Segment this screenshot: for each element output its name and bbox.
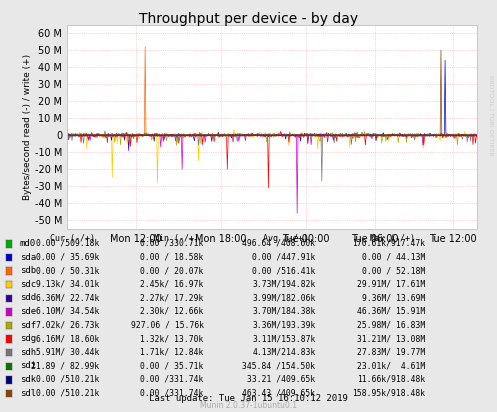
Text: sda: sda (20, 253, 36, 262)
Text: 27.83M/ 19.77M: 27.83M/ 19.77M (357, 348, 425, 357)
Text: 3.11M/153.87k: 3.11M/153.87k (252, 334, 316, 343)
Text: 6.36M/ 22.74k: 6.36M/ 22.74k (36, 293, 99, 302)
Text: 3.73M/194.82k: 3.73M/194.82k (252, 280, 316, 289)
Text: sde: sde (20, 307, 36, 316)
Text: 1.71k/ 12.84k: 1.71k/ 12.84k (140, 348, 204, 357)
Text: sdd: sdd (20, 293, 36, 302)
Text: Last update: Tue Jan 15 16:10:12 2019: Last update: Tue Jan 15 16:10:12 2019 (149, 394, 348, 403)
Text: 0.00 / 20.07k: 0.00 / 20.07k (140, 266, 204, 275)
Text: 345.84 /154.50k: 345.84 /154.50k (243, 361, 316, 370)
Text: Avg (-/+): Avg (-/+) (263, 234, 308, 243)
Text: 0.00 / 35.69k: 0.00 / 35.69k (36, 253, 99, 262)
Text: 0.00 /331.74k: 0.00 /331.74k (140, 389, 204, 398)
Text: 0.00 / 50.31k: 0.00 / 50.31k (36, 266, 99, 275)
Text: 31.21M/ 13.08M: 31.21M/ 13.08M (357, 334, 425, 343)
Text: Cur (-/+): Cur (-/+) (50, 234, 94, 243)
Text: 6.16M/ 18.60k: 6.16M/ 18.60k (36, 334, 99, 343)
Text: 3.70M/184.38k: 3.70M/184.38k (252, 307, 316, 316)
Text: 0.00 /510.21k: 0.00 /510.21k (36, 375, 99, 384)
Text: sdl: sdl (20, 389, 36, 398)
Text: Min (-/+): Min (-/+) (154, 234, 199, 243)
Text: 2.27k/ 17.29k: 2.27k/ 17.29k (140, 293, 204, 302)
Text: 0.00 /509.18k: 0.00 /509.18k (36, 239, 99, 248)
Text: Munin 2.0.37-1ubuntu0.1: Munin 2.0.37-1ubuntu0.1 (200, 401, 297, 410)
Text: 3.36M/193.39k: 3.36M/193.39k (252, 321, 316, 330)
Text: Max (-/+): Max (-/+) (370, 234, 415, 243)
Text: 0.00 / 18.58k: 0.00 / 18.58k (140, 253, 204, 262)
Text: 0.00 / 52.18M: 0.00 / 52.18M (361, 266, 425, 275)
Text: 11.66k/918.48k: 11.66k/918.48k (357, 375, 425, 384)
Text: RRDTOOL / TOBI OETIKER: RRDTOOL / TOBI OETIKER (488, 75, 493, 156)
Text: sdk: sdk (20, 375, 36, 384)
Text: 170.61k/917.47k: 170.61k/917.47k (352, 239, 425, 248)
Text: 3.99M/182.06k: 3.99M/182.06k (252, 293, 316, 302)
Text: 7.02k/ 26.73k: 7.02k/ 26.73k (36, 321, 99, 330)
Text: 0.00 /516.41k: 0.00 /516.41k (252, 266, 316, 275)
Text: 6.10M/ 34.54k: 6.10M/ 34.54k (36, 307, 99, 316)
Text: 0.00 /510.21k: 0.00 /510.21k (36, 389, 99, 398)
Text: sdi: sdi (20, 361, 36, 370)
Text: sdc: sdc (20, 280, 36, 289)
Text: 0.00 /331.74k: 0.00 /331.74k (140, 375, 204, 384)
Text: sdg: sdg (20, 334, 36, 343)
Text: 2.30k/ 12.66k: 2.30k/ 12.66k (140, 307, 204, 316)
Text: 158.95k/918.48k: 158.95k/918.48k (352, 389, 425, 398)
Text: 29.91M/ 17.61M: 29.91M/ 17.61M (357, 280, 425, 289)
Text: 9.13k/ 34.01k: 9.13k/ 34.01k (36, 280, 99, 289)
Text: 4.13M/214.83k: 4.13M/214.83k (252, 348, 316, 357)
Text: 927.06 / 15.76k: 927.06 / 15.76k (131, 321, 204, 330)
Text: md0: md0 (20, 239, 36, 248)
Text: 0.00 / 44.13M: 0.00 / 44.13M (361, 253, 425, 262)
Text: 0.00 / 35.71k: 0.00 / 35.71k (140, 361, 204, 370)
Text: 25.98M/ 16.83M: 25.98M/ 16.83M (357, 321, 425, 330)
Text: 463.43 /409.65k: 463.43 /409.65k (243, 389, 316, 398)
Text: 9.36M/ 13.69M: 9.36M/ 13.69M (361, 293, 425, 302)
Text: sdh: sdh (20, 348, 36, 357)
Text: sdb: sdb (20, 266, 36, 275)
Text: 46.36M/ 15.91M: 46.36M/ 15.91M (357, 307, 425, 316)
Text: 0.00 /330.71k: 0.00 /330.71k (140, 239, 204, 248)
Text: 33.21 /409.65k: 33.21 /409.65k (248, 375, 316, 384)
Text: 2.45k/ 16.97k: 2.45k/ 16.97k (140, 280, 204, 289)
Text: sdf: sdf (20, 321, 36, 330)
Y-axis label: Bytes/second read (-) / write (+): Bytes/second read (-) / write (+) (23, 54, 32, 200)
Text: Throughput per device - by day: Throughput per device - by day (139, 12, 358, 26)
Text: 496.64 /408.60k: 496.64 /408.60k (243, 239, 316, 248)
Text: 23.01k/  4.61M: 23.01k/ 4.61M (357, 361, 425, 370)
Text: 5.91M/ 30.44k: 5.91M/ 30.44k (36, 348, 99, 357)
Text: 1.32k/ 13.70k: 1.32k/ 13.70k (140, 334, 204, 343)
Text: 0.00 /447.91k: 0.00 /447.91k (252, 253, 316, 262)
Text: 21.89 / 82.99k: 21.89 / 82.99k (31, 361, 99, 370)
